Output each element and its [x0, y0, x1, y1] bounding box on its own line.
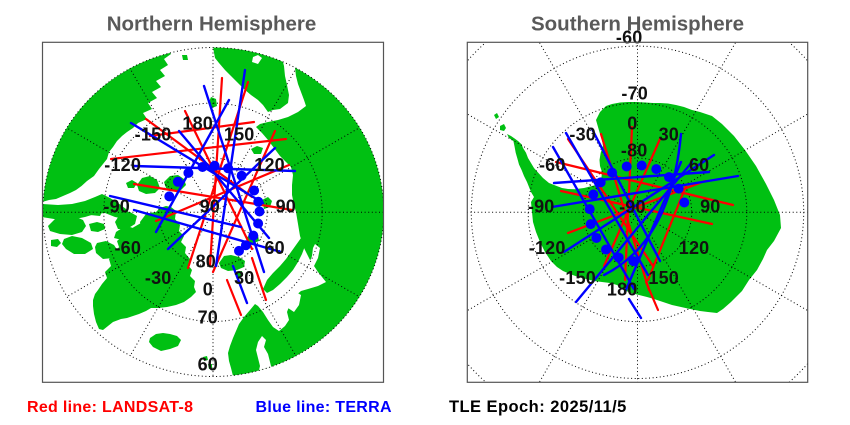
- svg-text:120: 120: [679, 238, 710, 258]
- svg-text:-120: -120: [529, 238, 566, 258]
- svg-text:TLE Epoch: 2025/11/5: TLE Epoch: 2025/11/5: [449, 398, 627, 416]
- svg-text:30: 30: [234, 268, 254, 288]
- svg-text:-90: -90: [619, 197, 646, 217]
- svg-text:60: 60: [689, 155, 709, 175]
- svg-text:-90: -90: [528, 196, 555, 216]
- svg-text:Northern Hemisphere: Northern Hemisphere: [107, 13, 317, 36]
- svg-text:-30: -30: [569, 124, 596, 144]
- svg-text:180: 180: [182, 113, 213, 133]
- svg-text:150: 150: [224, 124, 255, 144]
- svg-text:-30: -30: [145, 268, 172, 288]
- svg-text:90: 90: [700, 196, 720, 216]
- svg-text:90: 90: [276, 196, 296, 216]
- svg-text:0: 0: [203, 279, 213, 299]
- svg-text:60: 60: [264, 238, 284, 258]
- svg-text:-150: -150: [135, 124, 172, 144]
- svg-text:Southern Hemisphere: Southern Hemisphere: [531, 13, 744, 36]
- svg-text:-150: -150: [559, 268, 596, 288]
- svg-text:-70: -70: [621, 84, 648, 104]
- svg-text:150: 150: [648, 268, 679, 288]
- svg-text:-120: -120: [104, 155, 141, 175]
- svg-text:-60: -60: [114, 238, 141, 258]
- svg-text:-60: -60: [616, 28, 643, 48]
- svg-text:-60: -60: [539, 155, 566, 175]
- svg-text:-90: -90: [103, 196, 130, 216]
- svg-text:90: 90: [200, 196, 220, 216]
- svg-text:Blue line: TERRA: Blue line: TERRA: [256, 399, 393, 416]
- svg-text:0: 0: [627, 113, 637, 133]
- svg-text:60: 60: [198, 355, 218, 375]
- svg-text:80: 80: [196, 252, 216, 272]
- svg-text:Red line: LANDSAT-8: Red line: LANDSAT-8: [27, 399, 193, 416]
- svg-text:70: 70: [198, 308, 218, 328]
- svg-text:30: 30: [659, 124, 679, 144]
- svg-text:180: 180: [607, 279, 638, 299]
- svg-text:-80: -80: [621, 141, 648, 161]
- svg-text:120: 120: [254, 155, 285, 175]
